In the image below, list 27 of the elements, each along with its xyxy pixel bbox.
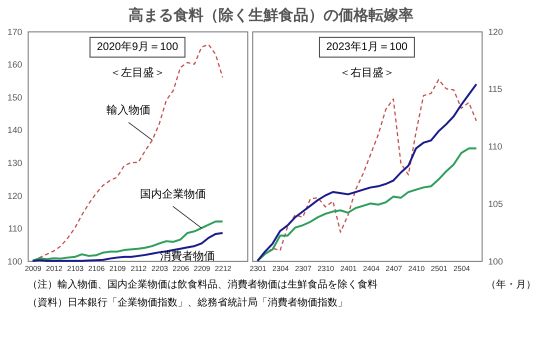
y-tick-label: 150 [7,92,22,102]
line-series [32,232,224,262]
annotation: ＜右目盛＞ [339,66,394,79]
y2-tick-label: 115 [488,84,502,94]
annotation: 2020年9月＝100 [96,41,178,54]
y2-tick-label: 120 [488,26,503,37]
y-tick-label: 130 [7,158,22,168]
y-tick-label: 170 [7,26,22,37]
y-tick-label: 160 [7,60,22,70]
y2-tick-label: 100 [488,256,503,266]
series-label: 輸入物価 [106,104,151,117]
annotation: 2023年1月＝100 [326,41,408,54]
text: 国内企業物価 [140,187,206,200]
text: （資料）日本銀行「企業物価指数」、総務省統計局「消費者物価指数」 [28,296,348,308]
annotation: ＜左目盛＞ [110,66,165,79]
x-axis-title: （年・月） [486,278,536,291]
y-tick-label: 100 [7,256,22,266]
y2-tick-label: 110 [488,142,502,152]
line-series [32,220,224,262]
text: 高まる食料（除く生鮮食品）の価格転嫁率 [128,6,414,24]
line-series [256,147,478,262]
y-tick-label: 120 [7,190,22,201]
series-label: 消費者物価 [160,249,215,262]
text: （注）輸入物価、国内企業物価は飲食料品、消費者物価は生鮮食品を除く食料 [28,278,378,291]
y-tick-label: 140 [7,125,22,136]
y2-tick-label: 105 [488,198,503,209]
y-tick-label: 110 [8,224,22,234]
